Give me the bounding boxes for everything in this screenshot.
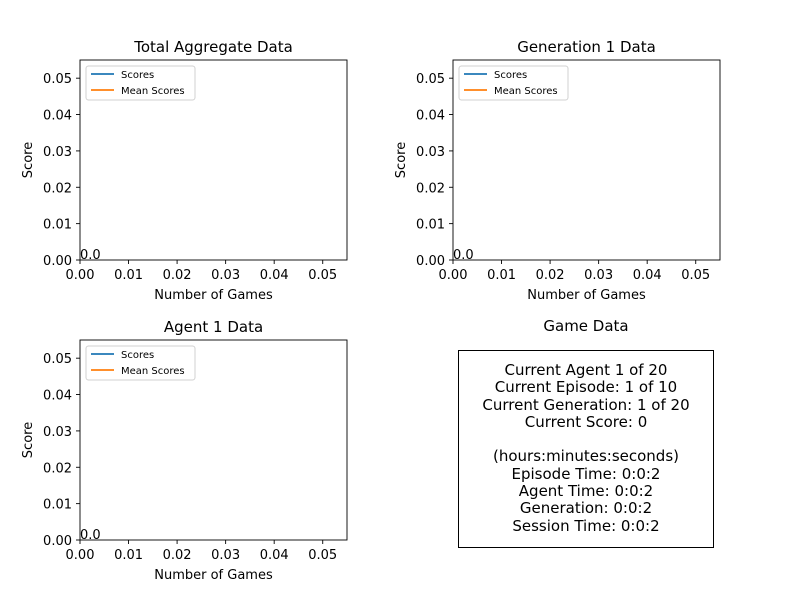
x-tick-label: 0.04 (260, 268, 289, 283)
x-axis-label: Number of Games (154, 288, 273, 303)
info-line-agent: Current Agent 1 of 20 (504, 361, 668, 379)
x-tick-label: 0.05 (308, 268, 337, 283)
x-tick-label: 0.05 (681, 268, 710, 283)
info-line-episode-time: Episode Time: 0:0:2 (511, 464, 661, 483)
info-line-generation: Current Generation: 1 of 20 (482, 395, 690, 414)
x-tick-label: 0.03 (211, 548, 240, 563)
point-annotation: 0.0 (453, 248, 474, 263)
y-axis-label: Score (21, 422, 36, 458)
x-tick-label: 0.01 (114, 268, 143, 283)
x-tick-label: 0.02 (536, 268, 565, 283)
x-tick-label: 0.02 (163, 548, 192, 563)
legend-label: Scores (121, 70, 154, 81)
game-data-title: Game Data (543, 317, 629, 335)
info-line-session-time: Session Time: 0:0:2 (512, 516, 660, 535)
legend-label: Mean Scores (121, 366, 185, 377)
game-data-box: Current Agent 1 of 20 Current Episode: 1… (458, 350, 714, 548)
info-line-agent-time: Agent Time: 0:0:2 (518, 482, 654, 501)
chart-title: Total Aggregate Data (133, 38, 293, 56)
y-tick-label: 0.05 (43, 72, 72, 87)
x-tick-label: 0.02 (163, 268, 192, 283)
x-tick-label: 0.03 (211, 268, 240, 283)
point-annotation: 0.0 (80, 528, 101, 543)
y-axis-label: Score (394, 142, 409, 178)
plot-frame (79, 339, 348, 541)
chart-title: Agent 1 Data (164, 318, 263, 336)
chart-title: Generation 1 Data (517, 38, 656, 56)
y-tick-label: 0.03 (416, 145, 445, 160)
y-tick-label: 0.03 (43, 425, 72, 440)
y-tick-label: 0.00 (416, 254, 445, 269)
x-tick-label: 0.00 (66, 548, 95, 563)
x-tick-label: 0.05 (308, 548, 337, 563)
info-line-score: Current Score: 0 (524, 412, 648, 431)
chart-2: Generation 1 Data 0.00 0.01 0.02 0.03 0.04 0.0… (394, 38, 721, 303)
y-tick-label: 0.05 (416, 72, 445, 87)
x-tick-label: 0.04 (633, 268, 662, 283)
plot-frame (452, 59, 721, 261)
x-tick-label: 0.01 (114, 548, 143, 563)
y-tick-label: 0.02 (416, 181, 445, 196)
x-axis-label: Number of Games (527, 288, 646, 303)
x-axis-label: Number of Games (154, 568, 273, 583)
x-tick-label: 0.01 (487, 268, 516, 283)
game-data-lines: Current Agent 1 of 20 Current Episode: 1… (459, 361, 713, 535)
legend-label: Scores (121, 350, 154, 361)
y-tick-label: 0.03 (43, 145, 72, 160)
y-tick-label: 0.02 (43, 461, 72, 476)
info-line-time-format: (hours:minutes:seconds) (492, 447, 679, 466)
legend: Scores Mean Scores (85, 345, 196, 381)
legend-label: Mean Scores (494, 86, 558, 97)
info-line-generation-time: Generation: 0:0:2 (519, 499, 653, 518)
x-tick-label: 0.03 (584, 268, 613, 283)
y-tick-label: 0.04 (43, 389, 72, 404)
legend: Scores Mean Scores (85, 65, 196, 101)
y-tick-label: 0.05 (43, 352, 72, 367)
x-tick-label: 0.04 (260, 548, 289, 563)
x-tick-label: 0.00 (439, 268, 468, 283)
chart-1: Total Aggregate Data 0.00 0.01 0.02 0.03 0.04… (21, 38, 348, 303)
y-tick-label: 0.04 (43, 109, 72, 124)
y-tick-label: 0.01 (43, 498, 72, 513)
legend-label: Scores (494, 70, 527, 81)
y-tick-label: 0.04 (416, 109, 445, 124)
y-axis-label: Score (21, 142, 36, 178)
plot-frame (79, 59, 348, 261)
legend: Scores Mean Scores (458, 65, 569, 101)
legend-label: Mean Scores (121, 86, 185, 97)
y-tick-label: 0.00 (43, 254, 72, 269)
y-tick-label: 0.02 (43, 181, 72, 196)
point-annotation: 0.0 (80, 248, 101, 263)
info-line-blank (459, 431, 713, 448)
y-tick-label: 0.00 (43, 534, 72, 549)
info-line-episode: Current Episode: 1 of 10 (494, 378, 678, 397)
y-tick-label: 0.01 (43, 218, 72, 233)
x-tick-label: 0.00 (66, 268, 95, 283)
y-tick-label: 0.01 (416, 218, 445, 233)
